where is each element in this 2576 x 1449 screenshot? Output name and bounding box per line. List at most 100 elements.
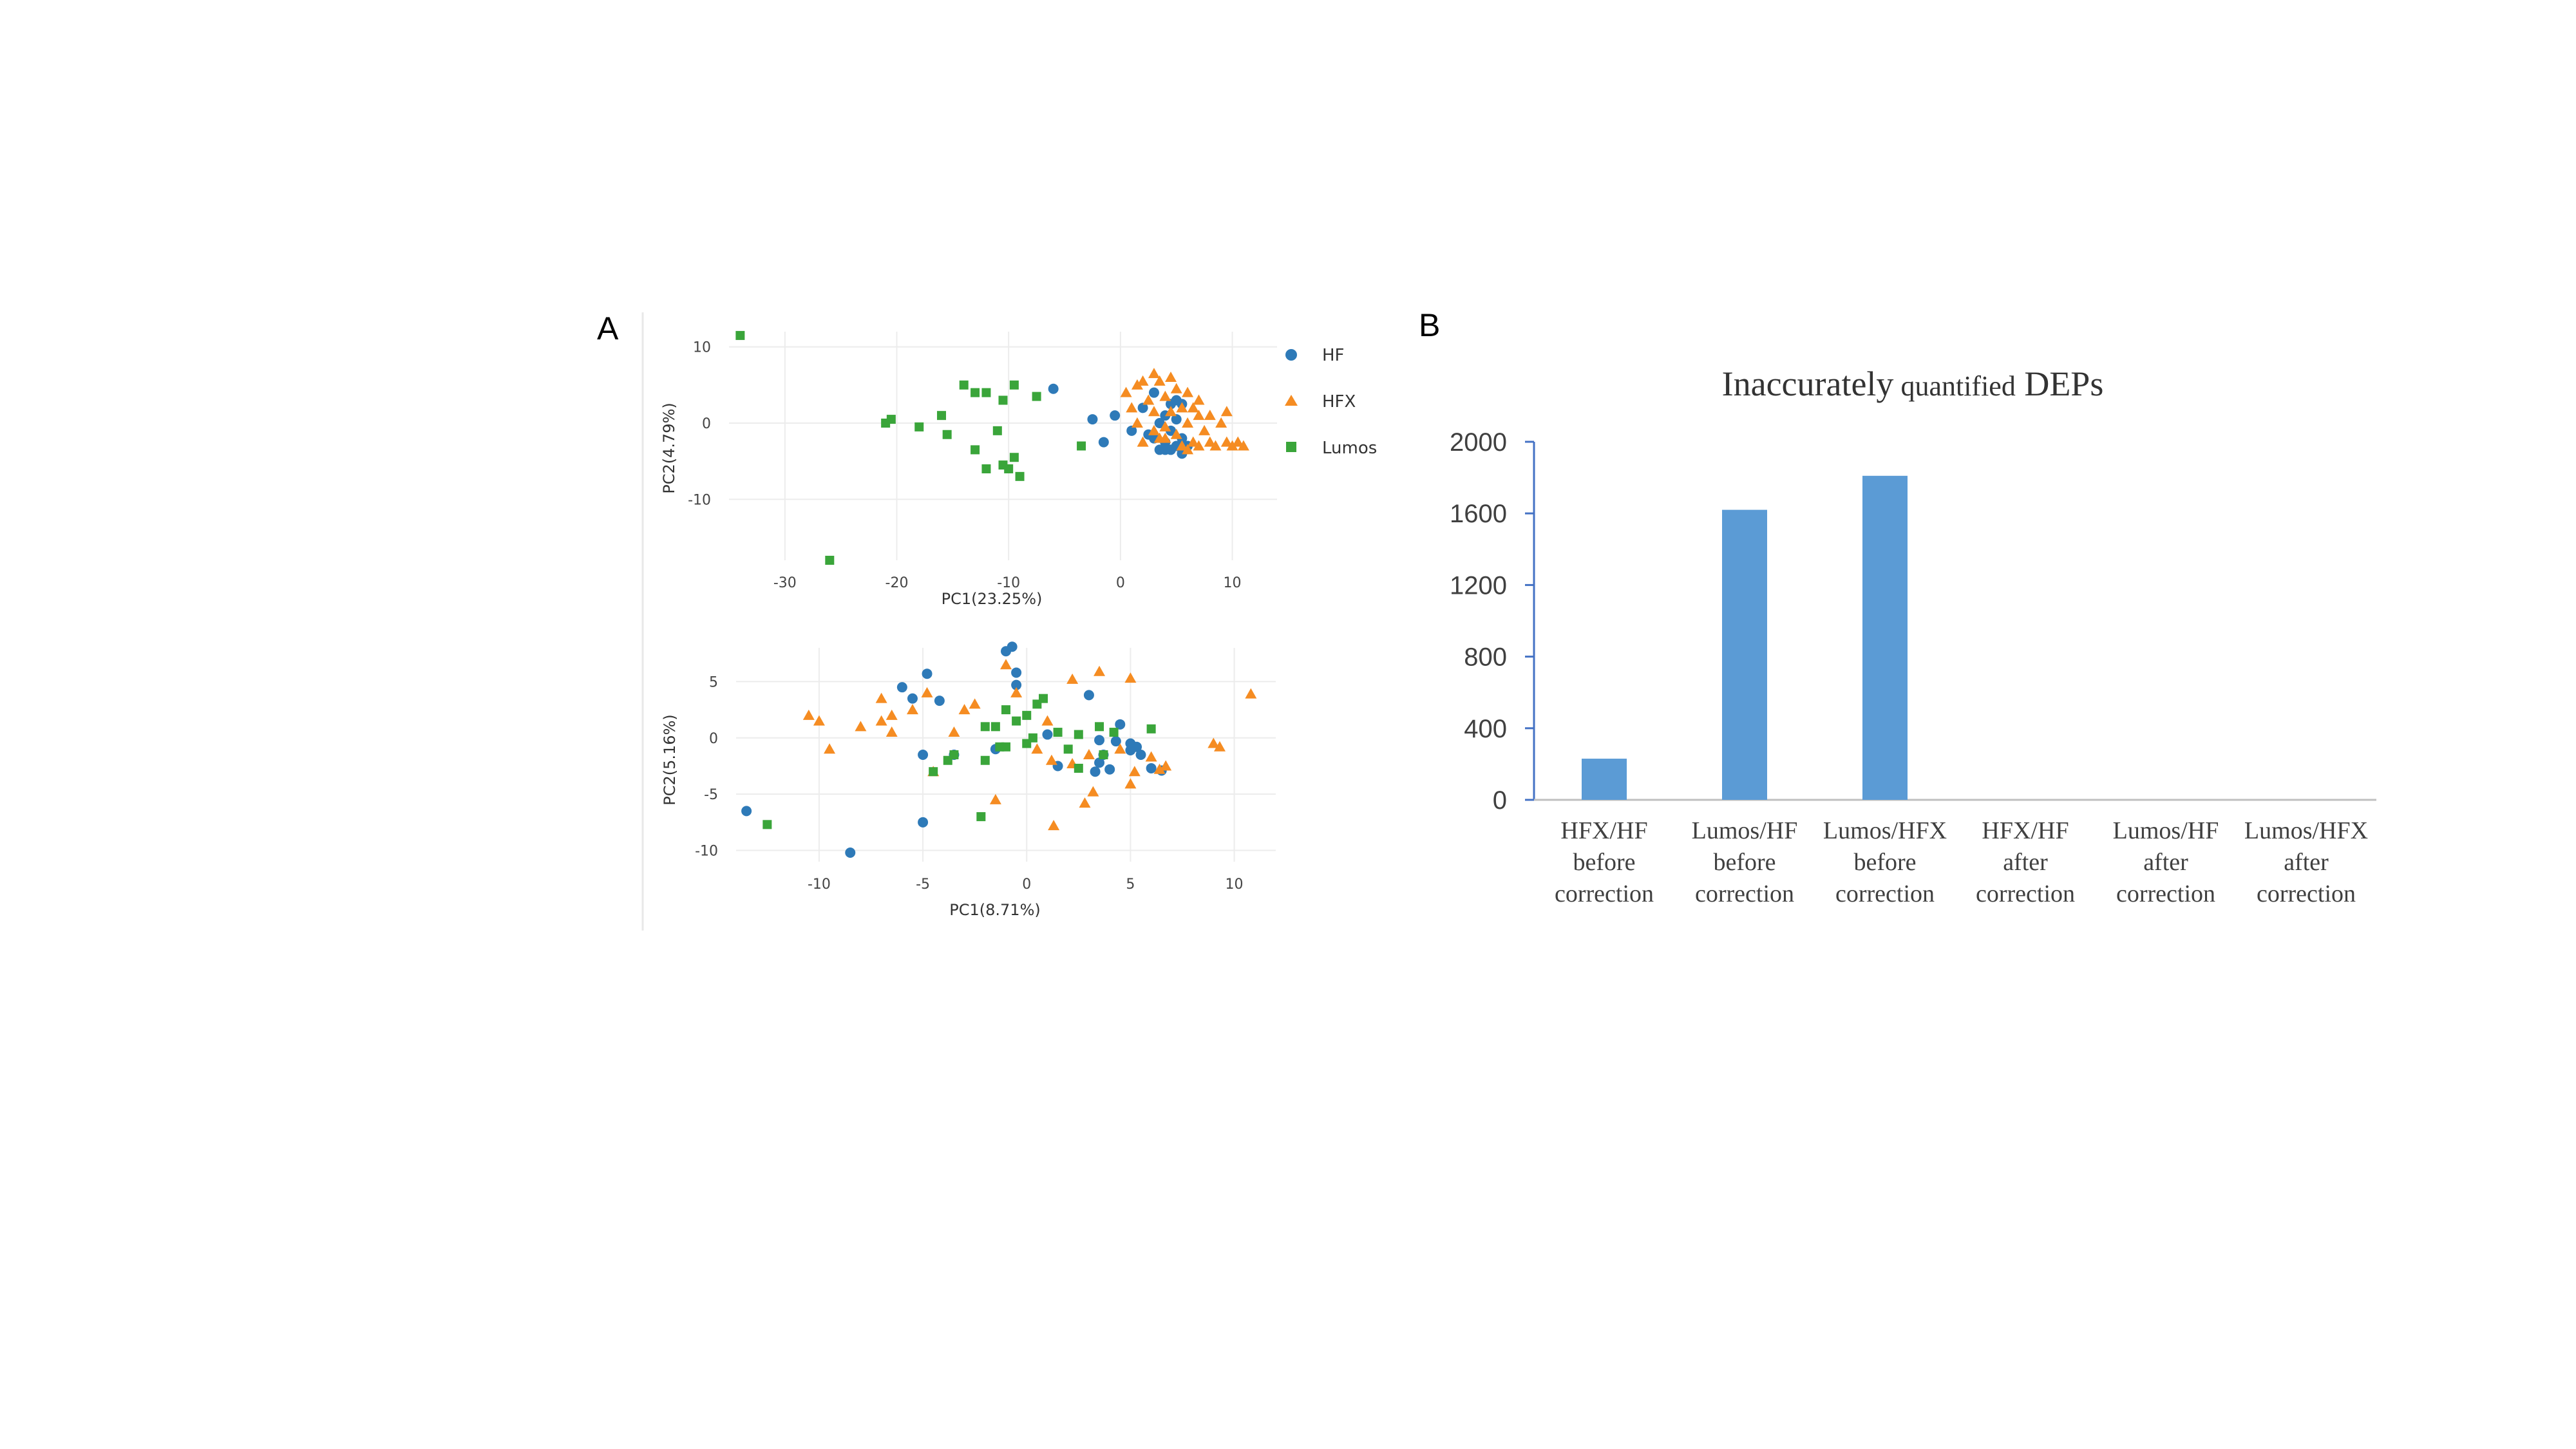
scatter-bottom-point-hfx: [1114, 743, 1126, 754]
scatter-bottom-point-lumos: [1146, 724, 1156, 734]
bar-y-tick-label: 800: [1464, 643, 1507, 672]
scatter-bottom-ytick-label: -10: [695, 844, 718, 860]
scatter-bottom-point-hfx: [1045, 754, 1057, 765]
scatter-top-point-lumos: [981, 464, 991, 473]
scatter-bottom-point-hfx: [948, 726, 960, 737]
scatter-top-point-lumos: [942, 430, 952, 439]
bar-category-label: after: [2143, 849, 2188, 876]
legend-label-lumos: Lumos: [1322, 439, 1377, 458]
scatter-top-point-hfx: [1165, 406, 1177, 417]
scatter-top-ylabel: PC2(4.79%): [660, 402, 678, 493]
bar-title-small: quantified: [1893, 370, 2015, 402]
scatter-top-point-lumos: [998, 395, 1008, 405]
scatter-bottom-ytick-label: -5: [704, 787, 718, 803]
scatter-bottom-points: [741, 641, 1257, 858]
scatter-top-point-hfx: [1153, 375, 1166, 386]
scatter-bottom-point-hf: [1083, 690, 1094, 701]
scatter-bottom-point-hf: [922, 668, 933, 679]
scatter-bottom-point-hfx: [855, 721, 867, 732]
scatter-top-point-lumos: [914, 422, 924, 431]
bar-category-label: HFX/HF: [1982, 817, 2069, 844]
bar-category-label: correction: [1555, 880, 1654, 907]
scatter-top-xlabel: PC1(23.25%): [942, 590, 1043, 608]
bar-category-label: after: [2003, 849, 2048, 876]
pca-scatter-top: -30 -20 -10 0 10 10 0 -10 PC1(23.25%) PC2(4.79%…: [660, 330, 1277, 608]
scatter-top-point-hfx: [1220, 436, 1233, 447]
scatter-top-point-hf: [1048, 383, 1059, 394]
scatter-top-point-hfx: [1148, 406, 1160, 417]
scatter-top-point-hfx: [1209, 440, 1222, 451]
scatter-top-point-hfx: [1137, 375, 1149, 386]
scatter-top-point-lumos: [825, 556, 835, 565]
scatter-top-point-lumos: [936, 411, 946, 421]
scatter-bottom-point-lumos: [1109, 728, 1119, 737]
scatter-top-point-hfx: [1193, 440, 1205, 451]
scatter-top-point-hfx: [1131, 379, 1143, 390]
bar-y-tick-label: 0: [1493, 786, 1507, 815]
scatter-top-point-hfx: [1120, 386, 1132, 397]
bar-category-label: correction: [1695, 880, 1794, 907]
scatter-bottom-point-hfx: [813, 715, 825, 726]
scatter-top-point-hfx: [1131, 417, 1143, 428]
scatter-bottom-point-lumos: [1074, 763, 1083, 773]
scatter-top-point-hfx: [1176, 402, 1188, 413]
scatter-bottom-ytick-label: 0: [709, 731, 718, 747]
bar-y-tick-label: 2000: [1450, 428, 1507, 457]
scatter-top-ytick-label: 10: [693, 340, 711, 356]
scatter-bottom-point-hf: [1104, 764, 1115, 775]
scatter-top-point-hfx: [1204, 436, 1216, 447]
scatter-bottom-point-hf: [1042, 729, 1053, 740]
scatter-top-point-hfx: [1137, 436, 1149, 447]
scatter-bottom-point-hfx: [1128, 766, 1141, 777]
bar-y-tick-label: 1600: [1450, 500, 1507, 528]
scatter-bottom-point-hf: [1090, 766, 1101, 777]
legend-label-hfx: HFX: [1322, 392, 1356, 412]
pca-scatter-bottom: -10 -5 0 5 10 5 0 -5 -10 PC1(8.71%) PC2(5.16%): [661, 641, 1276, 919]
scatter-bottom-point-hfx: [1124, 672, 1137, 683]
scatter-top-point-hfx: [1159, 421, 1171, 431]
scatter-top-point-hfx: [1232, 436, 1244, 447]
scatter-bottom-point-lumos: [1063, 744, 1073, 754]
scatter-bottom-point-hfx: [921, 687, 933, 697]
panel-label-a: A: [597, 310, 619, 346]
scatter-top-point-lumos: [1015, 471, 1025, 481]
scatter-top-point-hfx: [1193, 410, 1205, 421]
scatter-bottom-point-lumos: [949, 750, 959, 759]
scatter-top-xtick-label: -10: [997, 575, 1020, 591]
bar-category-label: Lumos/HF: [2113, 817, 2219, 844]
scatter-top-point-hfx: [1159, 390, 1171, 401]
scatter-bottom-point-hfx: [1041, 715, 1054, 726]
scatter-top-point-lumos: [1032, 392, 1041, 401]
scatter-top-point-lumos: [992, 426, 1002, 435]
scatter-top-point-hfx: [1198, 424, 1211, 435]
scatter-bottom-point-hf: [934, 696, 945, 706]
scatter-bottom-point-hfx: [1245, 688, 1257, 699]
bar-category-label: correction: [1976, 880, 2075, 907]
scatter-bottom-point-hfx: [1208, 737, 1220, 748]
scatter-bottom-point-hfx: [1000, 659, 1012, 670]
scatter-bottom-point-hfx: [875, 692, 887, 703]
legend-marker-hf: [1285, 349, 1297, 361]
scatter-top-point-hf: [1166, 444, 1177, 455]
scatter-bottom-point-hf: [918, 817, 929, 828]
bar-chart-bars: [1582, 475, 1908, 800]
scatter-bottom-point-lumos: [1039, 694, 1048, 703]
scatter-top-point-lumos: [971, 445, 980, 455]
bar-y-tick-label: 1200: [1450, 571, 1507, 600]
scatter-bottom-point-hfx: [1010, 687, 1023, 697]
scatter-bottom-point-hf: [896, 682, 907, 693]
scatter-top-xtick-label: 10: [1224, 575, 1242, 591]
bar: [1722, 509, 1767, 800]
scatter-bottom-point-hf: [918, 750, 929, 760]
legend-label-hf: HF: [1322, 346, 1345, 365]
scatter-bottom-point-hf: [1011, 679, 1022, 690]
scatter-top-point-lumos: [1004, 464, 1014, 473]
legend-marker-lumos: [1286, 442, 1296, 452]
scatter-bottom-point-lumos: [1001, 705, 1010, 715]
scatter-bottom-point-lumos: [1022, 710, 1032, 720]
scatter-top-point-hfx: [1193, 394, 1205, 405]
scatter-bottom-point-hf: [1011, 667, 1022, 678]
scatter-top-point-hfx: [1204, 410, 1216, 421]
scatter-bottom-point-hf: [1007, 641, 1018, 652]
